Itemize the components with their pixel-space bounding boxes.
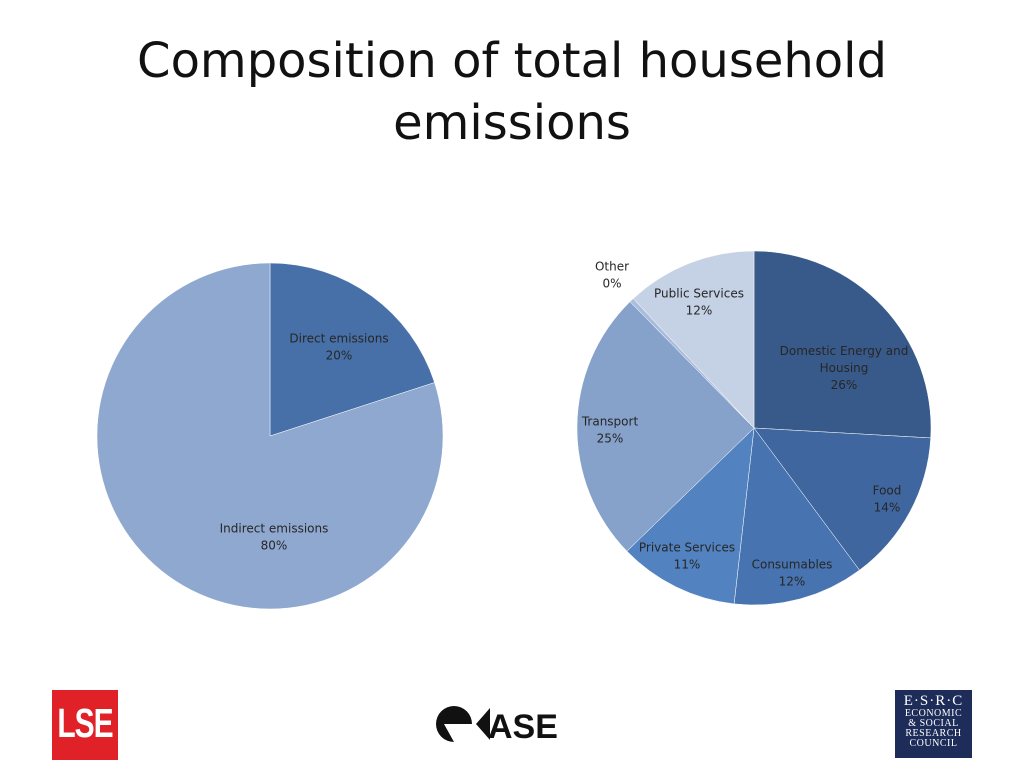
esrc-logo-title: E·S·R·C <box>903 693 964 709</box>
esrc-logo-line: COUNCIL <box>909 738 958 749</box>
pie-slice-transport <box>576 301 755 552</box>
lse-logo: LSE <box>52 690 118 760</box>
slice-label-indirect-emissions: Indirect emissions 80% <box>220 522 329 553</box>
slice-label-consumables: Consumables 12% <box>752 558 833 589</box>
slice-label-domestic-energy-and-housing: Domestic Energy and Housing 26% <box>780 344 909 392</box>
title-line-1: Composition of total household <box>137 33 887 89</box>
esrc-logo-line: RESEARCH <box>905 728 962 739</box>
pie-slice-food <box>753 427 931 571</box>
slice-label-public-services: Public Services 12% <box>654 287 744 318</box>
case-logo: ASE <box>436 706 558 746</box>
esrc-logo-line: ECONOMIC <box>904 708 963 719</box>
esrc-logo-line: & SOCIAL <box>908 718 959 729</box>
title-line-2: emissions <box>393 95 631 151</box>
svg-text:ASE: ASE <box>488 708 558 746</box>
slice-label-private-services: Private Services 11% <box>639 541 735 572</box>
pie-slice-domestic-energy-and-housing <box>753 250 932 439</box>
slice-label-food: Food 14% <box>873 484 902 515</box>
pie-slice-private-services <box>626 427 755 605</box>
slice-label-transport: Transport 25% <box>581 415 639 446</box>
pie-slice-consumables <box>733 427 860 606</box>
pie-slice-direct-emissions <box>269 262 435 437</box>
esrc-logo: E·S·R·C ECONOMIC & SOCIAL RESEARCH COUNC… <box>895 690 972 758</box>
pie-slice-indirect-emissions <box>96 262 444 610</box>
lse-logo-text: LSE <box>57 702 113 747</box>
pie-slice-public-services <box>632 250 755 429</box>
slice-label-other: Other 0% <box>595 260 629 291</box>
slice-label-direct-emissions: Direct emissions 20% <box>289 332 388 363</box>
slide-title: Composition of total household emissions <box>0 30 1024 154</box>
